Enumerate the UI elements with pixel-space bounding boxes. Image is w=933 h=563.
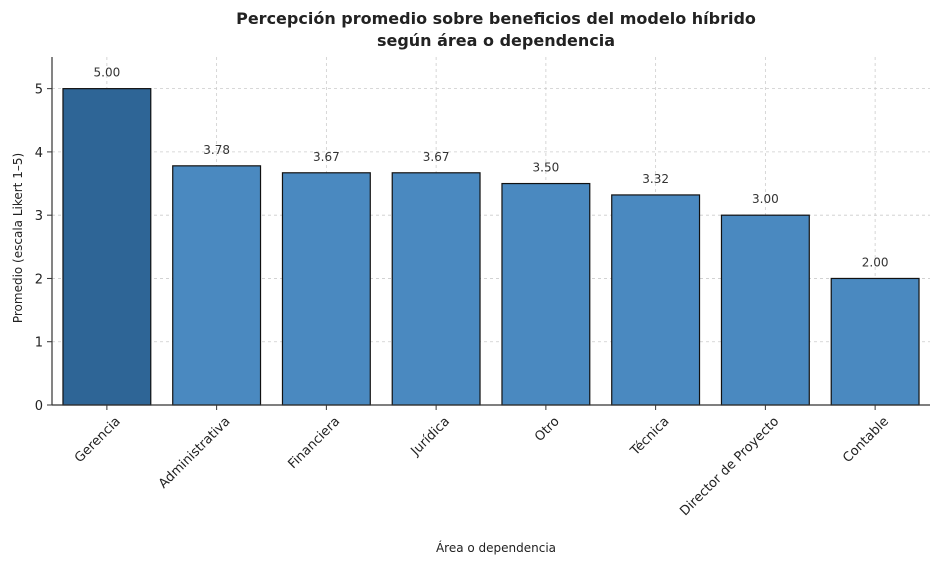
bars-layer	[62, 88, 920, 406]
chart-title: Percepción promedio sobre beneficios del…	[236, 9, 756, 28]
value-label-4: 3.50	[533, 161, 560, 175]
y-tick-label: 5	[35, 83, 43, 98]
category-label-3: Jurídica	[408, 414, 453, 459]
bar-6	[720, 214, 810, 406]
category-label-0: Gerencia	[72, 414, 124, 466]
category-label-4: Otro	[532, 414, 563, 445]
y-tick-label: 2	[35, 272, 43, 287]
bar-5	[611, 194, 701, 406]
category-label-6: Director de Proyecto	[677, 414, 782, 519]
category-label-7: Contable	[840, 414, 892, 466]
y-axis-label: Promedio (escala Likert 1–5)	[11, 153, 25, 323]
bar-0	[62, 88, 152, 406]
bar-4	[501, 182, 591, 406]
value-label-1: 3.78	[203, 143, 230, 157]
bar-2	[281, 172, 371, 406]
value-label-6: 3.00	[752, 192, 779, 206]
bar-7	[830, 277, 920, 406]
value-label-0: 5.00	[94, 66, 121, 80]
value-label-3: 3.67	[423, 150, 450, 164]
value-label-5: 3.32	[642, 172, 669, 186]
y-tick-label: 4	[35, 146, 43, 161]
axes-layer	[47, 57, 930, 410]
y-tick-label: 0	[35, 399, 43, 414]
chart-subtitle: según área o dependencia	[377, 31, 615, 50]
value-label-2: 3.67	[313, 150, 340, 164]
category-label-1: Administrativa	[156, 414, 233, 491]
category-label-2: Financiera	[285, 414, 343, 472]
x-axis-label: Área o dependencia	[436, 540, 556, 555]
value-label-7: 2.00	[862, 255, 889, 269]
bar-3	[391, 172, 481, 406]
y-tick-label: 1	[35, 336, 43, 351]
category-label-5: Técnica	[627, 414, 672, 459]
y-tick-label: 3	[35, 209, 43, 224]
bar-1	[172, 165, 262, 406]
